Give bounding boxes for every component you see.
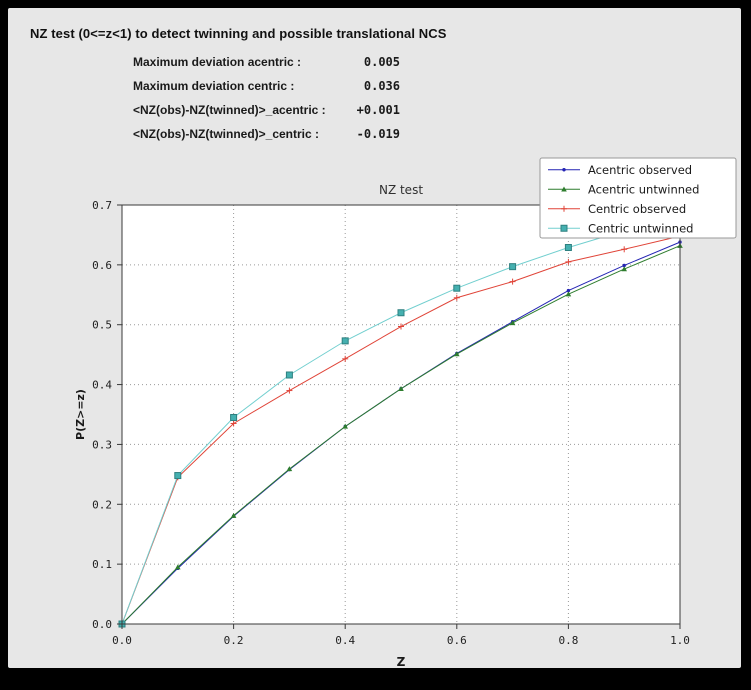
marker-triangle xyxy=(175,564,181,570)
marker-triangle xyxy=(398,385,404,391)
panel-title: NZ test (0<=z<1) to detect twinning and … xyxy=(30,26,447,41)
legend-label: Acentric observed xyxy=(588,163,692,177)
plot-area xyxy=(122,205,680,624)
y-tick-label: 0.6 xyxy=(92,259,112,272)
marker-triangle xyxy=(454,351,460,357)
stat-row-max-dev-centric: Maximum deviation centric : 0.036 xyxy=(133,79,433,103)
marker-square xyxy=(174,472,182,480)
marker-square xyxy=(509,263,517,271)
marker-triangle xyxy=(621,266,627,272)
stat-value: -0.019 xyxy=(356,127,400,141)
legend-marker xyxy=(561,186,567,192)
y-axis-label: P(Z>=z) xyxy=(74,389,87,440)
marker-dot xyxy=(566,288,571,293)
stat-label: Maximum deviation centric : xyxy=(133,79,295,93)
plot-frame xyxy=(121,204,681,625)
stat-row-nz-diff-centric: <NZ(obs)-NZ(twinned)>_centric : -0.019 xyxy=(133,127,433,151)
stat-label: <NZ(obs)-NZ(twinned)>_acentric : xyxy=(133,103,326,117)
y-tick-label: 0.4 xyxy=(92,379,112,392)
x-tick-label: 0.8 xyxy=(558,634,578,647)
stat-row-nz-diff-acentric: <NZ(obs)-NZ(twinned)>_acentric : +0.001 xyxy=(133,103,433,127)
marker-dot xyxy=(622,263,626,268)
legend-label: Centric untwinned xyxy=(588,221,693,235)
legend: Acentric observed Acentric untwinned Centr… xyxy=(539,157,737,239)
x-tick-label: 0.4 xyxy=(335,634,355,647)
marker-square xyxy=(230,413,238,421)
marker-triangle xyxy=(565,291,572,297)
marker-square xyxy=(453,284,461,292)
stat-value: 0.005 xyxy=(363,55,400,69)
marker-square xyxy=(341,337,349,345)
chart-title: NZ test xyxy=(379,183,423,197)
legend-box xyxy=(539,157,737,239)
marker-square xyxy=(564,243,572,251)
x-tick-label: 0.2 xyxy=(224,634,244,647)
stat-label: Maximum deviation acentric : xyxy=(133,55,302,69)
x-tick-label: 0.6 xyxy=(447,634,467,647)
legend-marker xyxy=(562,168,566,172)
stat-label: <NZ(obs)-NZ(twinned)>_centric : xyxy=(133,127,320,141)
y-tick-label: 0.5 xyxy=(92,319,112,332)
marker-square xyxy=(397,309,405,317)
marker-triangle xyxy=(342,423,348,429)
legend-marker xyxy=(560,224,568,232)
marker-triangle xyxy=(286,466,293,472)
y-tick-label: 0.0 xyxy=(92,618,112,631)
nz-test-chart: 0.0 0.2 0.4 0.6 0.8 1.0 0.0 0.1 0.2 0.3 0.4 0.5 0.6 0… xyxy=(74,157,737,668)
x-tick-label: 1.0 xyxy=(670,634,690,647)
marker-triangle xyxy=(230,512,237,518)
y-tick-label: 0.2 xyxy=(92,498,112,511)
stat-value: +0.001 xyxy=(356,103,400,117)
y-tick-label: 0.7 xyxy=(92,199,112,212)
stats-block: Maximum deviation acentric : 0.005 Maxim… xyxy=(133,55,433,151)
marker-triangle xyxy=(509,320,516,326)
legend-label: Centric observed xyxy=(588,202,686,216)
y-tick-label: 0.1 xyxy=(92,558,112,571)
stat-row-max-dev-acentric: Maximum deviation acentric : 0.005 xyxy=(133,55,433,79)
legend-label: Acentric untwinned xyxy=(588,182,699,196)
x-axis-label: Z xyxy=(397,655,406,668)
y-tick-label: 0.3 xyxy=(92,438,112,451)
x-tick-label: 0.0 xyxy=(112,634,132,647)
nz-test-panel: NZ test (0<=z<1) to detect twinning and … xyxy=(8,8,741,668)
marker-square xyxy=(285,371,293,379)
stat-value: 0.036 xyxy=(363,79,400,93)
